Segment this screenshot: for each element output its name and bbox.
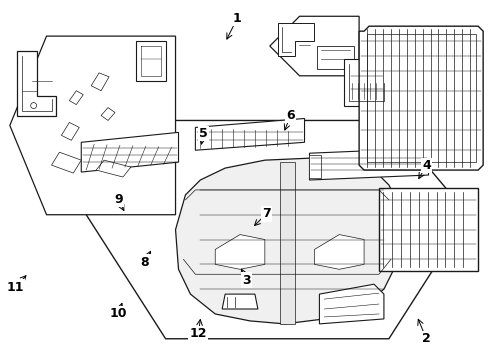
Text: 10: 10 [109, 307, 127, 320]
Polygon shape [358, 26, 482, 170]
Polygon shape [215, 235, 264, 269]
Polygon shape [136, 41, 165, 81]
Polygon shape [86, 121, 468, 339]
Text: 6: 6 [285, 109, 294, 122]
Polygon shape [344, 59, 388, 105]
Polygon shape [317, 46, 353, 69]
Polygon shape [319, 284, 383, 324]
Polygon shape [51, 152, 81, 173]
Polygon shape [277, 23, 314, 56]
Polygon shape [279, 162, 294, 324]
Polygon shape [96, 160, 131, 177]
Polygon shape [309, 155, 321, 178]
Polygon shape [314, 235, 364, 269]
Text: 2: 2 [421, 333, 430, 346]
Polygon shape [17, 51, 56, 116]
Text: 7: 7 [262, 207, 270, 220]
Polygon shape [269, 16, 358, 76]
Text: 5: 5 [199, 127, 207, 140]
Polygon shape [91, 73, 109, 91]
Polygon shape [309, 148, 427, 180]
Text: 8: 8 [141, 256, 149, 269]
Text: 1: 1 [232, 12, 241, 25]
Polygon shape [195, 118, 304, 150]
Circle shape [31, 103, 37, 109]
Text: 12: 12 [189, 327, 207, 340]
Polygon shape [378, 188, 477, 271]
Polygon shape [69, 91, 83, 105]
Polygon shape [222, 294, 257, 309]
Polygon shape [61, 122, 79, 140]
Polygon shape [10, 36, 175, 215]
Text: 3: 3 [242, 274, 251, 287]
Text: 11: 11 [7, 281, 24, 294]
Text: 9: 9 [114, 193, 122, 206]
Polygon shape [175, 158, 398, 324]
Polygon shape [101, 108, 115, 121]
Text: 4: 4 [421, 159, 430, 172]
Polygon shape [81, 132, 178, 172]
